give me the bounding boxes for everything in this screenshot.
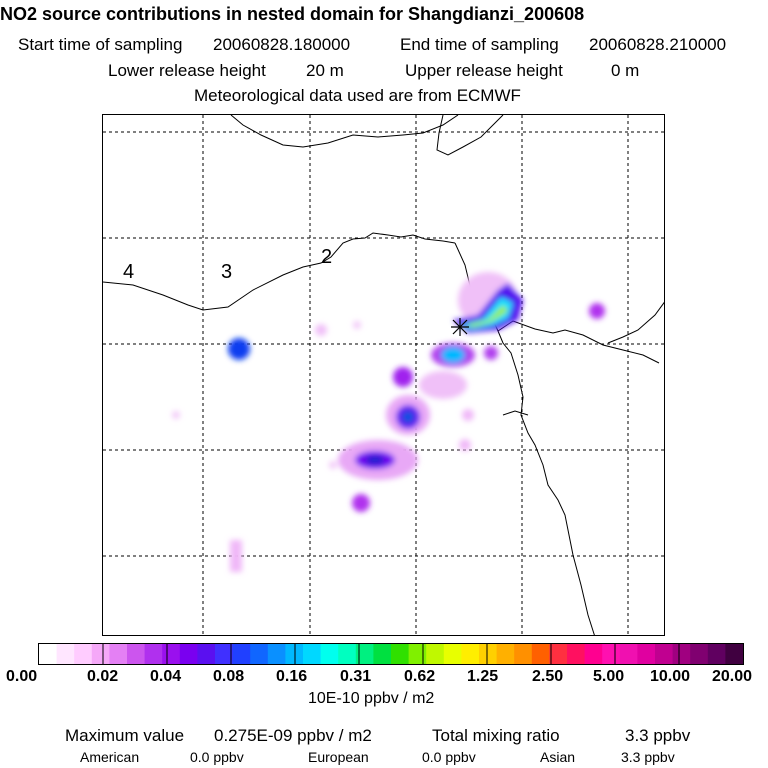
upper-release-label: Upper release height xyxy=(405,61,563,80)
colorbar-tick: 0.31 xyxy=(340,668,372,685)
colorbar-tick: 0.04 xyxy=(150,668,182,685)
colorbar-swatch xyxy=(443,644,462,664)
coastlines xyxy=(103,115,664,635)
max-value-label: Maximum value xyxy=(65,726,185,745)
american-value: 0.0 ppbv xyxy=(190,749,244,765)
colorbar-swatch xyxy=(567,644,586,664)
colorbar-swatch xyxy=(690,644,709,664)
american-label: American xyxy=(80,749,140,765)
plot-title: NO2 source contributions in nested domai… xyxy=(0,4,585,24)
colorbar-swatch xyxy=(91,644,110,664)
colorbar-swatch xyxy=(303,644,322,664)
map-canvas: 4 3 2 xyxy=(103,115,664,635)
map-panel: 4 3 2 xyxy=(102,114,665,636)
region-label-3: 3 xyxy=(221,261,232,283)
colorbar-tick: 5.00 xyxy=(593,668,625,685)
colorbar-swatch xyxy=(179,644,198,664)
start-time-value: 20060828.180000 xyxy=(213,35,351,54)
colorbar-unit: 10E-10 ppbv / m2 xyxy=(308,690,435,707)
colorbar-swatch xyxy=(285,644,304,664)
total-mixing-value: 3.3 ppbv xyxy=(625,726,691,745)
asian-value: 3.3 ppbv xyxy=(621,749,675,765)
colorbar-tick: 2.50 xyxy=(532,668,564,685)
colorbar-swatch xyxy=(162,644,181,664)
colorbar-swatch xyxy=(707,644,726,664)
graticule xyxy=(103,115,664,635)
colorbar-swatch xyxy=(602,644,621,664)
upper-release-value: 0 m xyxy=(611,61,640,80)
colorbar-swatch xyxy=(619,644,638,664)
concentration-field xyxy=(172,272,605,572)
asian-label: Asian xyxy=(540,749,576,765)
start-time-label: Start time of sampling xyxy=(18,35,183,54)
colorbar-swatch xyxy=(725,644,744,664)
colorbar-swatch xyxy=(127,644,146,664)
colorbar-swatch xyxy=(74,644,93,664)
colorbar-tick: 0.16 xyxy=(276,668,308,685)
colorbar-swatch xyxy=(549,644,568,664)
colorbar-swatch xyxy=(320,644,339,664)
colorbar-swatch xyxy=(655,644,674,664)
colorbar-tick: 10.00 xyxy=(650,668,691,685)
colorbar-tick: 0.08 xyxy=(213,668,245,685)
colorbar-tick: 0.62 xyxy=(404,668,436,685)
colorbar-swatch xyxy=(197,644,216,664)
colorbar-swatch xyxy=(355,644,374,664)
colorbar-swatch xyxy=(215,644,234,664)
colorbar-swatch xyxy=(267,644,286,664)
european-value: 0.0 ppbv xyxy=(422,749,476,765)
colorbar-swatch xyxy=(479,644,498,664)
colorbar-swatch xyxy=(672,644,691,664)
colorbar-swatch xyxy=(250,644,269,664)
region-label-4: 4 xyxy=(123,261,134,283)
colorbar-tick: 0.00 xyxy=(6,668,38,685)
region-label-2: 2 xyxy=(321,246,332,268)
colorbar-tick: 20.00 xyxy=(712,668,753,685)
colorbar-swatch xyxy=(144,644,163,664)
end-time-value: 20060828.210000 xyxy=(589,35,727,54)
colorbar-swatch xyxy=(637,644,656,664)
colorbar-swatch xyxy=(56,644,75,664)
lower-release-value: 20 m xyxy=(306,61,344,80)
colorbar-swatch xyxy=(39,644,58,664)
colorbar-swatch xyxy=(461,644,480,664)
receptor-asterisk-icon xyxy=(451,318,469,336)
colorbar xyxy=(38,643,744,665)
european-label: European xyxy=(308,749,369,765)
colorbar-swatch xyxy=(584,644,603,664)
colorbar-tick: 0.02 xyxy=(87,668,119,685)
colorbar-swatch xyxy=(426,644,445,664)
colorbar-swatch xyxy=(338,644,357,664)
colorbar-swatch xyxy=(496,644,515,664)
colorbar-tick: 1.25 xyxy=(467,668,499,685)
colorbar-swatch xyxy=(109,644,128,664)
colorbar-swatch xyxy=(232,644,251,664)
colorbar-swatches xyxy=(39,644,744,664)
colorbar-swatch xyxy=(373,644,392,664)
colorbar-swatch xyxy=(531,644,550,664)
end-time-label: End time of sampling xyxy=(400,35,559,54)
lower-release-label: Lower release height xyxy=(108,61,266,80)
colorbar-swatch xyxy=(391,644,410,664)
colorbar-swatch xyxy=(408,644,427,664)
colorbar-swatch xyxy=(514,644,533,664)
max-value: 0.275E-09 ppbv / m2 xyxy=(214,726,372,745)
total-mixing-label: Total mixing ratio xyxy=(432,726,560,745)
met-data-line: Meteorological data used are from ECMWF xyxy=(194,86,521,105)
